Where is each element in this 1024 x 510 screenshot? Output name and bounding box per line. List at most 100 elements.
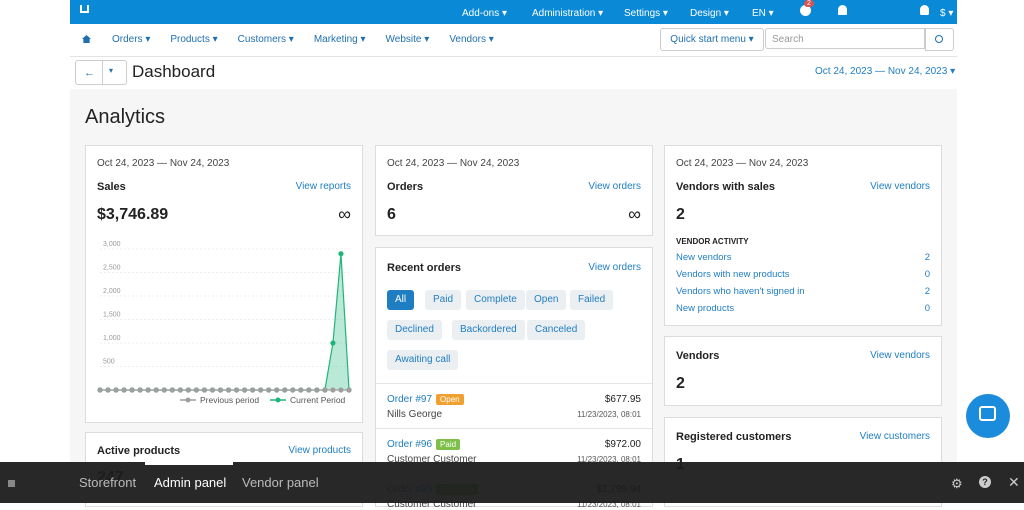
sales-card: Oct 24, 2023 — Nov 24, 2023 Sales View r…: [85, 145, 363, 423]
order-id[interactable]: Order #96: [387, 439, 433, 450]
bell-icon[interactable]: [838, 5, 847, 15]
cart-icon[interactable]: [80, 5, 89, 13]
user-icon[interactable]: [920, 5, 929, 15]
card-title: Vendors: [676, 350, 720, 362]
chat-button[interactable]: [966, 394, 1010, 438]
card-value: 6: [387, 206, 396, 223]
date-range[interactable]: Oct 24, 2023 — Nov 24, 2023 ▾: [815, 66, 956, 77]
point: [129, 387, 135, 393]
filter-button[interactable]: Complete: [466, 290, 525, 310]
globe-icon[interactable]: [800, 5, 811, 16]
home-icon[interactable]: [82, 35, 91, 43]
y-tick-label: 1,000: [103, 335, 121, 342]
panel-icon[interactable]: [8, 480, 15, 487]
panel-tab[interactable]: Admin panel: [154, 475, 227, 490]
filter-button[interactable]: Failed: [570, 290, 614, 310]
analytics-title: Analytics: [85, 106, 166, 128]
filter-button[interactable]: All: [387, 290, 415, 310]
point: [185, 387, 191, 393]
activity-label[interactable]: Vendors with new products: [676, 269, 790, 280]
card-link[interactable]: View vendors: [870, 181, 930, 192]
order-customer: Customer Customer: [387, 454, 477, 465]
card-link[interactable]: View orders: [588, 262, 641, 273]
activity-label[interactable]: Vendors who haven't signed in: [676, 286, 805, 297]
filter-button[interactable]: Awaiting call: [387, 350, 459, 370]
card-link[interactable]: View vendors: [870, 350, 930, 361]
filter-button[interactable]: Open: [526, 290, 567, 310]
point: [338, 387, 344, 393]
card-link[interactable]: View reports: [295, 181, 351, 192]
date: Oct 24, 2023 — Nov 24, 2023: [97, 158, 230, 169]
card-link[interactable]: View customers: [859, 431, 930, 442]
order-date: 11/23/2023, 08:01: [577, 410, 641, 419]
order-id[interactable]: Order #97: [387, 394, 433, 405]
top-menu-item[interactable]: Design ▾: [690, 8, 729, 19]
point: [290, 387, 296, 393]
orders-card: Oct 24, 2023 — Nov 24, 2023 Orders View …: [375, 145, 653, 236]
back-button[interactable]: ← ▾: [75, 60, 127, 85]
card-link[interactable]: View orders: [588, 181, 641, 192]
close-icon[interactable]: ✕: [1008, 474, 1020, 490]
nav-item[interactable]: Orders ▾: [112, 34, 151, 45]
point: [338, 251, 344, 257]
point: [274, 387, 280, 393]
card-value: 2: [676, 375, 685, 392]
help-icon[interactable]: ?: [979, 476, 991, 488]
top-menu-item[interactable]: Add-ons ▾: [462, 8, 508, 19]
point: [330, 387, 336, 393]
point: [233, 387, 240, 393]
point: [330, 340, 336, 346]
page-title: Dashboard: [132, 62, 216, 81]
y-tick-label: 3,000: [103, 241, 121, 248]
point: [322, 387, 328, 393]
search-input[interactable]: Search: [765, 28, 925, 49]
activity-value: 0: [924, 269, 930, 280]
search-button[interactable]: [925, 28, 954, 51]
activity-value: 2: [924, 252, 930, 263]
point: [105, 387, 111, 393]
nav-item[interactable]: Vendors ▾: [449, 34, 494, 45]
nav-item[interactable]: Customers ▾: [237, 34, 294, 45]
top-menu-item[interactable]: Administration ▾: [532, 8, 604, 19]
legend-dot: [185, 397, 191, 403]
vendors-card: Vendors View vendors 2: [664, 336, 942, 406]
vendors-sales-card: Oct 24, 2023 — Nov 24, 2023 Vendors with…: [664, 145, 942, 326]
panel-tab[interactable]: Vendor panel: [242, 475, 319, 490]
point: [137, 387, 143, 393]
point: [225, 387, 232, 393]
filter-button[interactable]: Backordered: [452, 320, 525, 340]
nav-item[interactable]: Products ▾: [170, 34, 218, 45]
point: [266, 387, 272, 393]
y-tick-label: 1,500: [103, 312, 121, 319]
point: [314, 387, 320, 393]
card-link[interactable]: View products: [288, 445, 351, 456]
legend-label: Current Period: [290, 395, 346, 405]
point: [298, 387, 304, 393]
activity-label[interactable]: New products: [676, 303, 735, 314]
point: [282, 387, 288, 393]
quick-start[interactable]: Quick start menu ▾: [660, 28, 764, 51]
point: [250, 387, 256, 393]
point: [193, 387, 199, 393]
filter-button[interactable]: Paid: [425, 290, 462, 310]
top-menu-item[interactable]: EN ▾: [752, 8, 774, 19]
legend-dot: [275, 397, 281, 403]
order-customer: Nills George: [387, 409, 443, 420]
filter-button[interactable]: Canceled: [527, 320, 586, 340]
activity-label[interactable]: New vendors: [676, 252, 732, 263]
date: Oct 24, 2023 — Nov 24, 2023: [676, 158, 809, 169]
settings-icon[interactable]: ⚙: [951, 476, 963, 491]
filter-button[interactable]: Declined: [387, 320, 442, 340]
nav-item[interactable]: Marketing ▾: [313, 34, 366, 45]
nav-item[interactable]: Website ▾: [385, 34, 430, 45]
order-row: Order #96 Paid: [387, 439, 461, 450]
panel-tab[interactable]: Storefront: [79, 475, 137, 490]
point: [169, 387, 175, 393]
top-menu-item[interactable]: $ ▾: [940, 8, 954, 19]
point: [113, 387, 119, 393]
point: [346, 387, 352, 393]
top-menu-item[interactable]: Settings ▾: [624, 8, 668, 19]
point: [153, 387, 159, 393]
compare-icon: ∞: [338, 204, 351, 224]
